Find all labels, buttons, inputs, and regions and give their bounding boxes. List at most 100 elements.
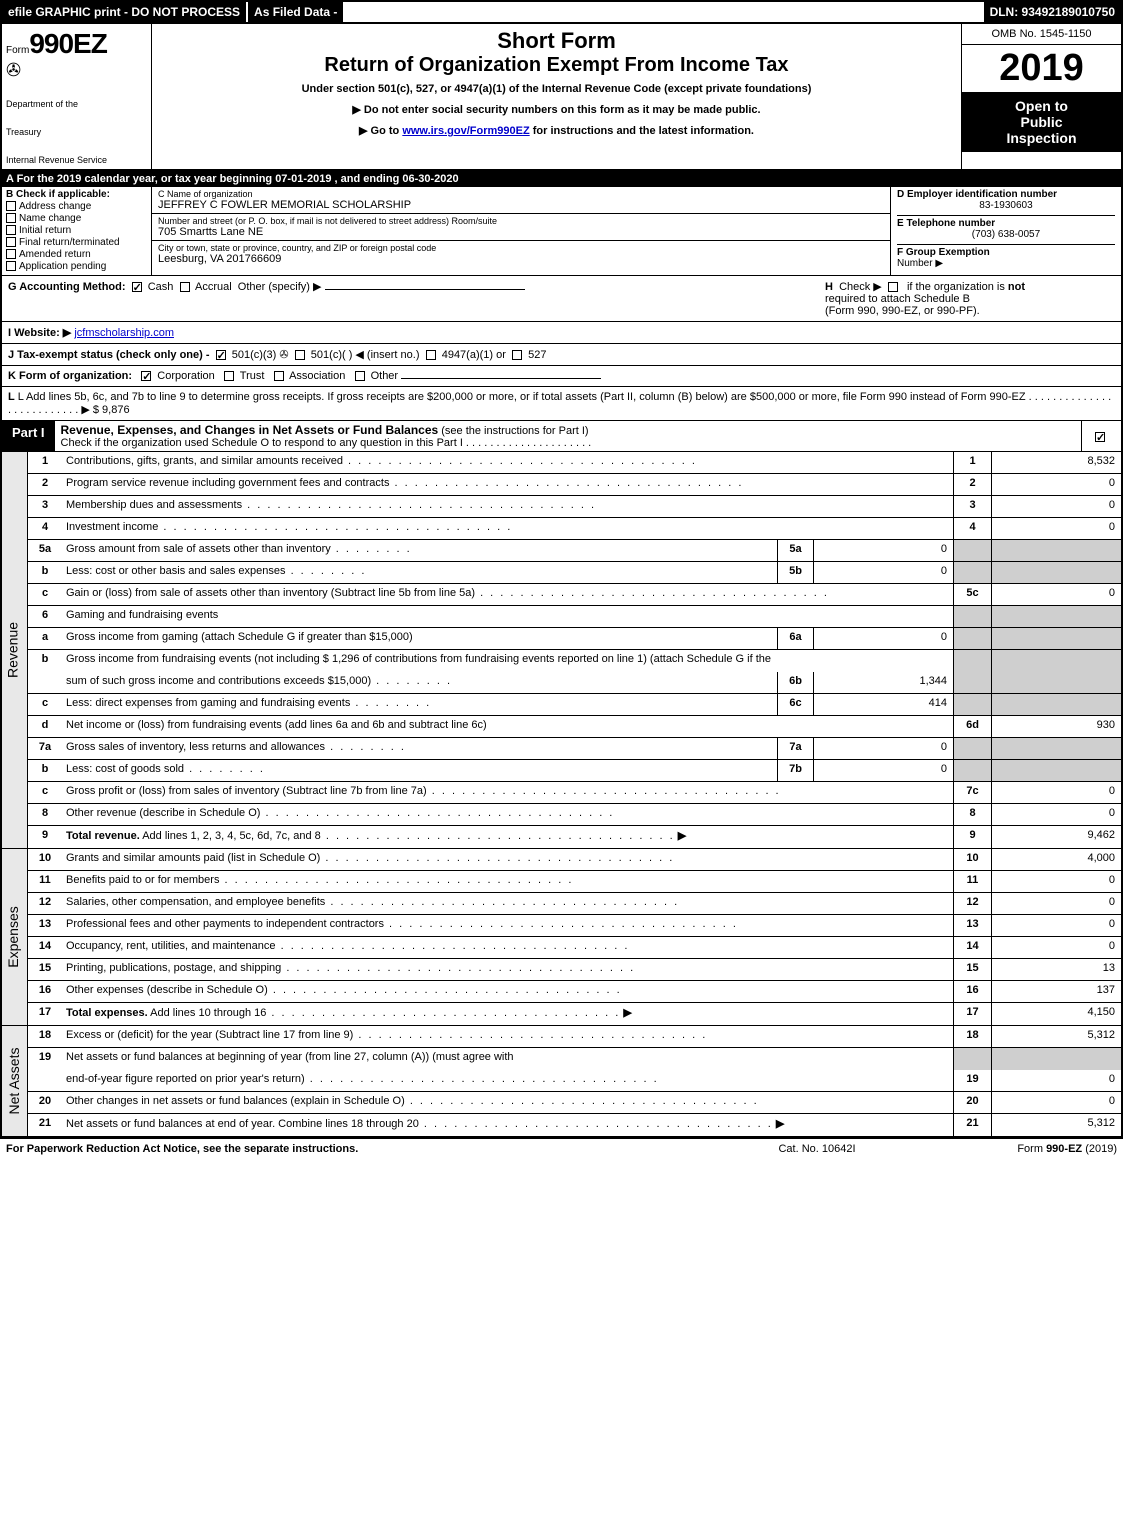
l-text: L Add lines 5b, 6c, and 7b to line 9 to … — [18, 391, 1026, 403]
k-other-input[interactable] — [401, 378, 601, 379]
c-city-block: City or town, state or province, country… — [152, 241, 890, 267]
irs-link[interactable]: www.irs.gov/Form990EZ — [402, 125, 529, 137]
cb-label: Name change — [19, 213, 81, 224]
i-label: I Website: ▶ — [8, 327, 71, 339]
g-other-input[interactable] — [325, 289, 525, 290]
checkbox-accrual-icon[interactable] — [180, 282, 190, 292]
checkbox-icon[interactable] — [6, 213, 16, 223]
line-21: 21 Net assets or fund balances at end of… — [28, 1114, 1121, 1136]
ln-num: 8 — [28, 804, 62, 825]
checkbox-icon[interactable] — [6, 237, 16, 247]
checkbox-other-icon[interactable] — [355, 371, 365, 381]
checkbox-part1-icon[interactable] — [1095, 432, 1105, 442]
revenue-lines: 1 Contributions, gifts, grants, and simi… — [28, 452, 1121, 848]
netassets-label: Net Assets — [6, 1048, 22, 1115]
ln-boxval: 0 — [991, 915, 1121, 936]
col-c: C Name of organization JEFFREY C FOWLER … — [152, 187, 891, 275]
checkbox-assoc-icon[interactable] — [274, 371, 284, 381]
ln-boxval: 9,462 — [991, 826, 1121, 848]
ln-desc: Gross income from fundraising events (no… — [62, 650, 953, 672]
ln-boxnum: 5c — [953, 584, 991, 605]
topbar-efile: efile GRAPHIC print - DO NOT PROCESS — [2, 2, 246, 22]
checkbox-527-icon[interactable] — [512, 350, 522, 360]
checkbox-501c-icon[interactable] — [295, 350, 305, 360]
line-6: 6 Gaming and fundraising events — [28, 606, 1121, 628]
ln-num: b — [28, 562, 62, 583]
ln-boxnum-shaded — [953, 694, 991, 715]
revenue-section: Revenue 1 Contributions, gifts, grants, … — [2, 452, 1121, 849]
ln-text: end-of-year figure reported on prior yea… — [66, 1073, 305, 1085]
ln-text: Occupancy, rent, utilities, and maintena… — [66, 940, 276, 952]
checkbox-icon[interactable] — [6, 225, 16, 235]
k-label: K Form of organization: — [8, 370, 132, 382]
checkbox-4947-icon[interactable] — [426, 350, 436, 360]
netassets-label-col: Net Assets — [2, 1026, 28, 1136]
ln-text: Less: cost or other basis and sales expe… — [66, 565, 286, 577]
part1-tag: Part I — [2, 421, 55, 451]
dept-line2: Treasury — [6, 127, 147, 137]
ln-num: 6 — [28, 606, 62, 627]
ln-boxval-shaded — [991, 628, 1121, 649]
under-section: Under section 501(c), 527, or 4947(a)(1)… — [160, 83, 953, 95]
checkbox-corp-icon[interactable] — [141, 371, 151, 381]
checkbox-cash-icon[interactable] — [132, 282, 142, 292]
treasury-seal-icon: ✇ — [6, 60, 147, 81]
checkbox-icon[interactable] — [6, 201, 16, 211]
website-link[interactable]: jcfmscholarship.com — [74, 327, 174, 339]
line-15: 15 Printing, publications, postage, and … — [28, 959, 1121, 981]
g-accrual: Accrual — [195, 281, 232, 293]
ln-text: Net income or (loss) from fundraising ev… — [66, 719, 487, 731]
ln-ibox: 5b — [777, 562, 813, 583]
ln-boxval: 13 — [991, 959, 1121, 980]
org-name: JEFFREY C FOWLER MEMORIAL SCHOLARSHIP — [158, 199, 884, 211]
f-label2: Number ▶ — [897, 258, 943, 269]
ln-boxnum-shaded — [953, 650, 991, 672]
d-label: D Employer identification number — [897, 189, 1115, 200]
ln-desc: Other changes in net assets or fund bala… — [62, 1092, 953, 1113]
ln-boxval: 0 — [991, 474, 1121, 495]
ln-num: a — [28, 628, 62, 649]
ln-num: 13 — [28, 915, 62, 936]
ln-num: 21 — [28, 1114, 62, 1136]
ln-num: 3 — [28, 496, 62, 517]
j-527: 527 — [528, 349, 546, 361]
ln-text: Gross amount from sale of assets other t… — [66, 543, 331, 555]
line-5b: b Less: cost or other basis and sales ex… — [28, 562, 1121, 584]
ln-text: Salaries, other compensation, and employ… — [66, 896, 325, 908]
ln-ibox: 5a — [777, 540, 813, 561]
j-4947: 4947(a)(1) or — [442, 349, 506, 361]
ln-boxval: 930 — [991, 716, 1121, 737]
ln-boxnum: 21 — [953, 1114, 991, 1136]
j-501c3: 501(c)(3) — [232, 349, 277, 361]
line-19-2: end-of-year figure reported on prior yea… — [28, 1070, 1121, 1092]
ln-desc: Contributions, gifts, grants, and simila… — [62, 452, 953, 473]
ln-num: 17 — [28, 1003, 62, 1025]
ln-desc: Net assets or fund balances at beginning… — [62, 1048, 953, 1070]
checkbox-h-icon[interactable] — [888, 282, 898, 292]
c-addr-block: Number and street (or P. O. box, if mail… — [152, 214, 890, 241]
ln-ival: 0 — [813, 760, 953, 781]
ln-boxnum-shaded — [953, 1048, 991, 1070]
ln-boxnum: 2 — [953, 474, 991, 495]
checkbox-trust-icon[interactable] — [224, 371, 234, 381]
ln-ibox: 6a — [777, 628, 813, 649]
line-5a: 5a Gross amount from sale of assets othe… — [28, 540, 1121, 562]
line-10: 10 Grants and similar amounts paid (list… — [28, 849, 1121, 871]
netassets-lines: 18 Excess or (deficit) for the year (Sub… — [28, 1026, 1121, 1136]
line-16: 16 Other expenses (describe in Schedule … — [28, 981, 1121, 1003]
goto-suffix: for instructions and the latest informat… — [530, 125, 754, 137]
e-label: E Telephone number — [897, 218, 1115, 229]
e-phone-block: E Telephone number (703) 638-0057 — [897, 218, 1115, 245]
checkbox-501c3-icon[interactable] — [216, 350, 226, 360]
ln-desc: Other expenses (describe in Schedule O) — [62, 981, 953, 1002]
j-501c: 501(c)( ) ◀ (insert no.) — [311, 349, 420, 361]
checkbox-icon[interactable] — [6, 261, 16, 271]
header-row: Form990EZ ✇ Department of the Treasury I… — [2, 24, 1121, 171]
ln-boxnum-shaded — [953, 672, 991, 693]
ln-num: 11 — [28, 871, 62, 892]
ln-desc: end-of-year figure reported on prior yea… — [62, 1070, 953, 1091]
ln-ival: 0 — [813, 562, 953, 583]
ln-text: Membership dues and assessments — [66, 499, 242, 511]
ln-ibox: 6c — [777, 694, 813, 715]
checkbox-icon[interactable] — [6, 249, 16, 259]
